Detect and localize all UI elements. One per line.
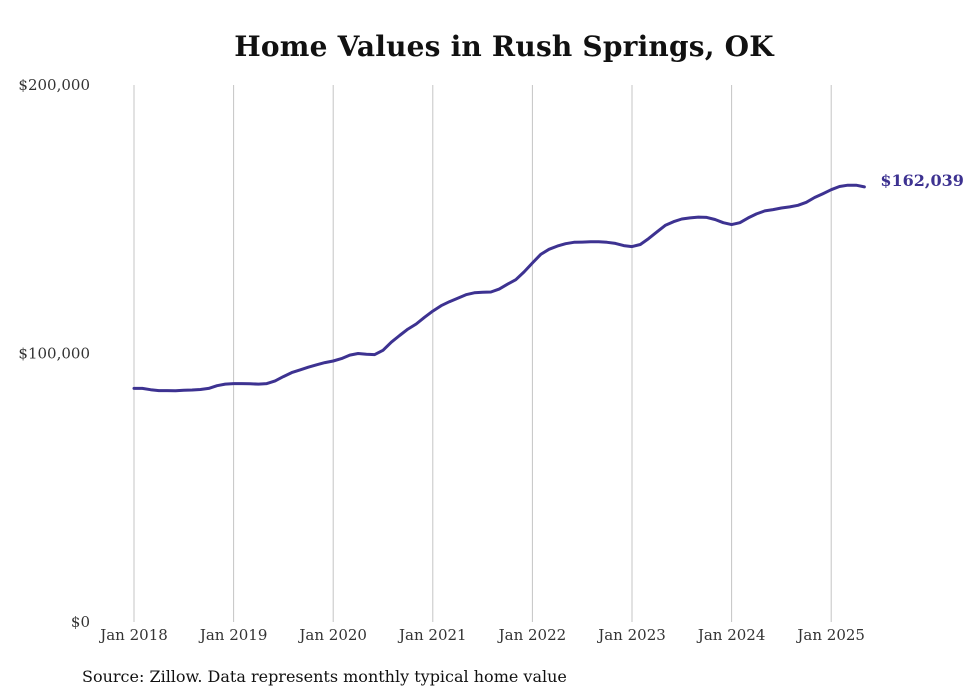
- y-tick-label: $200,000: [18, 76, 90, 94]
- x-tick-label: Jan 2021: [397, 626, 467, 644]
- x-tick-label: Jan 2019: [198, 626, 268, 644]
- chart-title: Home Values in Rush Springs, OK: [234, 30, 774, 63]
- x-tick-label: Jan 2018: [98, 626, 168, 644]
- x-tick-label: Jan 2020: [297, 626, 367, 644]
- y-tick-label: $100,000: [18, 345, 90, 363]
- x-tick-label: Jan 2024: [696, 626, 766, 644]
- x-tick-label: Jan 2025: [795, 626, 865, 644]
- series-line: [132, 183, 866, 393]
- source-note: Source: Zillow. Data represents monthly …: [82, 667, 567, 686]
- x-tick-label: Jan 2023: [596, 626, 666, 644]
- x-tick-label: Jan 2022: [497, 626, 567, 644]
- y-tick-label: $0: [71, 613, 90, 631]
- end-value-label: $162,039: [880, 171, 964, 190]
